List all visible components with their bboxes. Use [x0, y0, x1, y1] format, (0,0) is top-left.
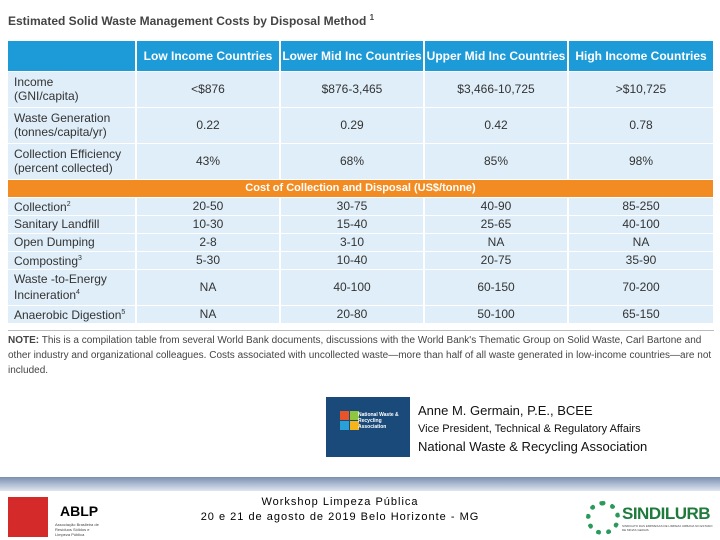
- table-cell: 70-200: [568, 269, 715, 306]
- table-cell: 85%: [424, 143, 569, 180]
- sindilurb-name: SINDILURB: [622, 504, 711, 523]
- table-cell: 15-40: [280, 215, 425, 234]
- row-label: Anaerobic Digestion5: [8, 305, 137, 324]
- table-cell: 60-150: [424, 269, 569, 306]
- table-cell: 35-90: [568, 251, 715, 270]
- header-corner: [8, 41, 137, 72]
- sindilurb-subtitle: SINDICATO DAS EMPRESAS DE LIMPEZA URBANA…: [622, 524, 713, 532]
- table-title: Estimated Solid Waste Management Costs b…: [8, 13, 375, 28]
- table-cell: 10-30: [136, 215, 281, 234]
- table-row: Collection2 20-50 30-75 40-90 85-250: [8, 197, 715, 216]
- footer-bar: [0, 477, 720, 491]
- presenter-role: Vice President, Technical & Regulatory A…: [418, 423, 641, 435]
- row-label: Income (GNI/capita): [8, 71, 137, 108]
- table-cell: 40-90: [424, 197, 569, 216]
- table-cell: 2-8: [136, 233, 281, 252]
- table-cell: $876-3,465: [280, 71, 425, 108]
- table-cell: 85-250: [568, 197, 715, 216]
- ablp-logo: [8, 497, 48, 537]
- ablp-subtitle: Associação Brasileira de Resíduos Sólido…: [55, 522, 99, 537]
- column-header: Upper Mid Inc Countries: [424, 41, 569, 72]
- ablp-name: ABLP: [60, 503, 99, 519]
- table-cell: 0.22: [136, 107, 281, 144]
- table-row: Waste -to-Energy Incineration4 NA 40-100 60-…: [8, 269, 715, 306]
- column-header: Low Income Countries: [136, 41, 281, 72]
- table-cell: 10-40: [280, 251, 425, 270]
- table-header-row: Low Income Countries Lower Mid Inc Count…: [8, 41, 715, 72]
- table-row: Waste Generation (tonnes/capita/yr) 0.22 0.…: [8, 107, 715, 144]
- table-cell: 20-80: [280, 305, 425, 324]
- row-label: Waste Generation (tonnes/capita/yr): [8, 107, 137, 144]
- table-cell: 3-10: [280, 233, 425, 252]
- table-cell: 30-75: [280, 197, 425, 216]
- table-cell: NA: [568, 233, 715, 252]
- waste-cost-table: Low Income Countries Lower Mid Inc Count…: [8, 41, 715, 324]
- row-label: Sanitary Landfill: [8, 215, 137, 234]
- sindilurb-logo: [586, 501, 620, 535]
- table-cell: 20-75: [424, 251, 569, 270]
- cost-band-label: Cost of Collection and Disposal (US$/ton…: [8, 179, 715, 198]
- table-row: Collection Efficiency (percent collected)…: [8, 143, 715, 180]
- table-cell: NA: [136, 305, 281, 324]
- column-header: Lower Mid Inc Countries: [280, 41, 425, 72]
- row-label: Collection2: [8, 197, 137, 216]
- table-cell: 50-100: [424, 305, 569, 324]
- table-cell: 25-65: [424, 215, 569, 234]
- nwra-logo-text: National Waste & Recycling Association: [358, 412, 399, 430]
- workshop-date: 20 e 21 de agosto de 2019 Belo Horizonte…: [200, 511, 480, 523]
- table-cell: $3,466-10,725: [424, 71, 569, 108]
- table-cell: 65-150: [568, 305, 715, 324]
- table-row: Income (GNI/capita) <$876 $876-3,465 $3,466-…: [8, 71, 715, 108]
- presenter-name: Anne M. Germain, P.E., BCEE: [418, 403, 593, 418]
- table-cell: >$10,725: [568, 71, 715, 108]
- table-row: Open Dumping 2-8 3-10 NA NA: [8, 233, 715, 252]
- table-cell: 0.78: [568, 107, 715, 144]
- table-cell: NA: [424, 233, 569, 252]
- nwra-logo: National Waste & Recycling Association: [326, 397, 410, 457]
- table-cell: <$876: [136, 71, 281, 108]
- table-note: NOTE: This is a compilation table from s…: [8, 330, 714, 376]
- table-cell: 40-100: [280, 269, 425, 306]
- row-label: Collection Efficiency (percent collected): [8, 143, 137, 180]
- table-row: Composting3 5-30 10-40 20-75 35-90: [8, 251, 715, 270]
- table-cell: 0.42: [424, 107, 569, 144]
- table-cell: 5-30: [136, 251, 281, 270]
- row-label: Composting3: [8, 251, 137, 270]
- column-header: High Income Countries: [568, 41, 715, 72]
- workshop-title: Workshop Limpeza Pública: [261, 496, 419, 508]
- row-label: Waste -to-Energy Incineration4: [8, 269, 137, 306]
- table-cell: 98%: [568, 143, 715, 180]
- table-cell: NA: [136, 269, 281, 306]
- table-row: Sanitary Landfill 10-30 15-40 25-65 40-100: [8, 215, 715, 234]
- table-cell: 68%: [280, 143, 425, 180]
- table-cell: 43%: [136, 143, 281, 180]
- table-cell: 0.29: [280, 107, 425, 144]
- table-row: Anaerobic Digestion5 NA 20-80 50-100 65-150: [8, 305, 715, 324]
- table-cell: 20-50: [136, 197, 281, 216]
- row-label: Open Dumping: [8, 233, 137, 252]
- table-cell: 40-100: [568, 215, 715, 234]
- cost-band-row: Cost of Collection and Disposal (US$/ton…: [8, 179, 715, 198]
- presenter-org: National Waste & Recycling Association: [418, 439, 648, 454]
